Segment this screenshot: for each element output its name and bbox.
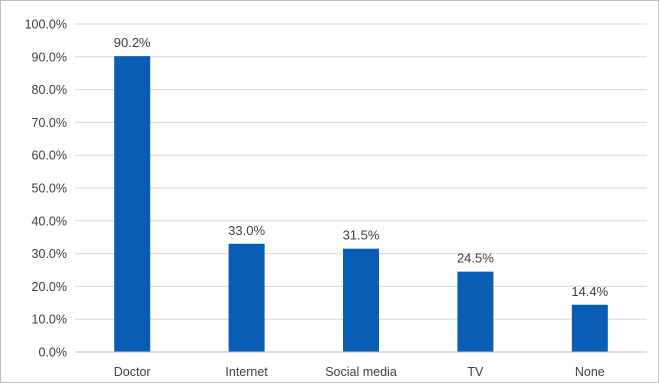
y-tick-label: 100.0% xyxy=(25,18,67,32)
x-category-label: Internet xyxy=(225,365,268,379)
y-tick-label: 40.0% xyxy=(32,214,67,228)
gridlines xyxy=(75,23,647,320)
data-label: 14.4% xyxy=(571,284,608,299)
y-tick-label: 60.0% xyxy=(32,149,67,163)
y-tick-label: 10.0% xyxy=(32,313,67,327)
bars xyxy=(114,56,608,352)
bar-social-media xyxy=(343,248,379,352)
x-category-label: TV xyxy=(467,365,484,379)
data-label: 33.0% xyxy=(228,223,265,238)
bar-doctor xyxy=(114,56,151,352)
x-category-label: Doctor xyxy=(114,365,151,379)
y-tick-label: 80.0% xyxy=(32,83,67,97)
x-axis-category-labels: Doctor Internet Social media TV None xyxy=(114,365,605,379)
bar-none xyxy=(571,304,608,352)
y-tick-label: 20.0% xyxy=(32,280,67,294)
x-category-label: None xyxy=(575,365,605,379)
y-tick-label: 30.0% xyxy=(32,247,67,261)
bar-tv xyxy=(457,271,494,352)
bar-internet xyxy=(228,243,265,352)
x-category-label: Social media xyxy=(325,365,397,379)
y-tick-label: 0.0% xyxy=(39,346,68,360)
data-labels: 90.2% 33.0% 31.5% 24.5% 14.4% xyxy=(114,35,609,299)
data-label: 31.5% xyxy=(343,228,380,243)
y-tick-label: 50.0% xyxy=(32,182,67,196)
y-tick-label: 70.0% xyxy=(32,116,67,130)
y-tick-label: 90.0% xyxy=(32,50,67,64)
y-axis-tick-labels: 0.0% 10.0% 20.0% 30.0% 40.0% 50.0% 60.0% 70.0% 8… xyxy=(25,18,67,360)
data-label: 24.5% xyxy=(457,251,494,266)
data-label: 90.2% xyxy=(114,35,151,50)
